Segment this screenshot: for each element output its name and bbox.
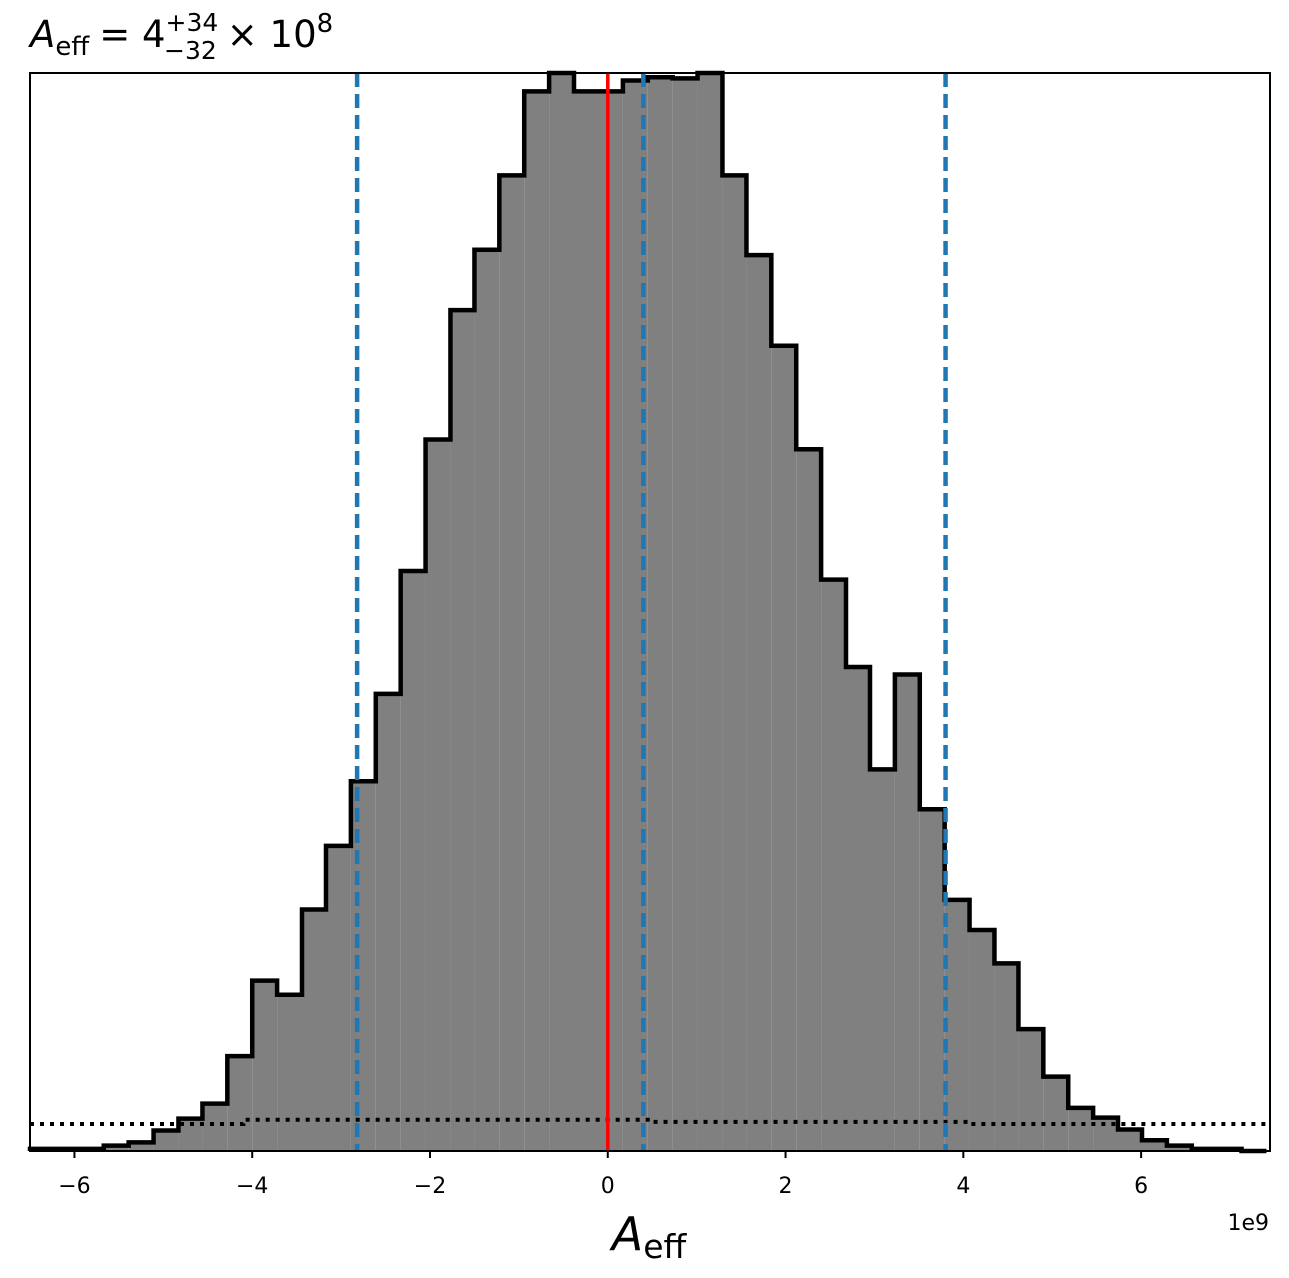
x-tick-label: −6 — [58, 1174, 90, 1199]
title-symbol: A — [28, 13, 55, 56]
histogram-bar — [524, 91, 550, 1151]
histogram-bar — [302, 909, 326, 1151]
histogram-bar — [574, 91, 598, 1151]
histogram-bar — [1018, 1029, 1044, 1151]
histogram-bar — [821, 579, 846, 1151]
chart-title: Aeff = 4+34 −32 × 108 — [28, 8, 333, 65]
histogram-bar — [722, 175, 747, 1151]
title-subscript: −32 — [164, 36, 217, 65]
histogram-bar — [1142, 1140, 1167, 1151]
xlabel-subscript: eff — [643, 1227, 687, 1266]
histogram-bar — [1166, 1145, 1192, 1151]
title-equals: = 4 — [99, 13, 165, 56]
histogram-bar — [697, 73, 723, 1151]
histogram-bar — [153, 1130, 179, 1151]
histogram-bar — [450, 310, 475, 1151]
histogram-bar — [549, 73, 574, 1151]
histogram-bar — [227, 1056, 253, 1151]
histogram-bar — [499, 175, 525, 1151]
histogram-bars — [27, 70, 1267, 1154]
histogram-bar — [919, 809, 945, 1151]
x-tick-label: −2 — [414, 1174, 446, 1199]
histogram-bar — [375, 693, 401, 1151]
histogram-bar — [598, 91, 623, 1151]
xlabel-symbol: A — [609, 1207, 643, 1261]
histogram-bar — [425, 439, 451, 1151]
histogram-bar — [128, 1142, 154, 1151]
histogram-bar — [252, 980, 278, 1151]
histogram-outline — [27, 70, 1267, 1154]
title-superscript: +34 — [166, 8, 219, 37]
histogram-bar — [870, 769, 895, 1151]
title-symbol-subscript: eff — [55, 32, 90, 62]
histogram-bar — [1118, 1129, 1142, 1151]
plot-frame — [29, 72, 1271, 1152]
histogram-bar — [771, 345, 797, 1151]
x-offset-label: 1e9 — [1227, 1211, 1269, 1236]
histogram-bar — [326, 845, 351, 1151]
histogram-bar — [994, 963, 1019, 1151]
histogram-bar — [277, 994, 302, 1151]
reference-lines — [354, 73, 948, 1151]
histogram-bar — [103, 1145, 129, 1151]
x-axis-label: Aeff — [609, 1207, 688, 1266]
x-tick-label: 2 — [779, 1174, 793, 1199]
histogram-bar — [796, 449, 822, 1151]
histogram-bar — [1043, 1076, 1069, 1151]
histogram-bar — [474, 249, 500, 1152]
x-axis-ticks: −6 −4 −2 0 2 4 6 — [58, 1151, 1148, 1199]
histogram-bar — [944, 899, 970, 1151]
histogram-bar — [746, 255, 772, 1151]
histogram-bar — [622, 80, 648, 1151]
histogram-bar — [350, 781, 376, 1151]
x-tick-label: −4 — [236, 1174, 268, 1199]
histogram-bar — [894, 674, 920, 1151]
histogram-bar — [1068, 1107, 1094, 1151]
title-exponent: 8 — [317, 9, 334, 39]
histogram-bar — [202, 1103, 228, 1151]
x-tick-label: 4 — [956, 1174, 970, 1199]
histogram-bar — [647, 77, 673, 1151]
title-tail: × 10 — [227, 13, 317, 56]
x-tick-label: 0 — [601, 1174, 615, 1199]
prior-dotted-line — [30, 1117, 1270, 1127]
histogram-bar — [672, 78, 698, 1151]
histogram-bar — [846, 666, 870, 1151]
x-tick-label: 6 — [1134, 1174, 1148, 1199]
prior-line — [30, 1117, 1270, 1127]
histogram-bar — [969, 930, 995, 1151]
histogram-bar — [400, 571, 426, 1151]
